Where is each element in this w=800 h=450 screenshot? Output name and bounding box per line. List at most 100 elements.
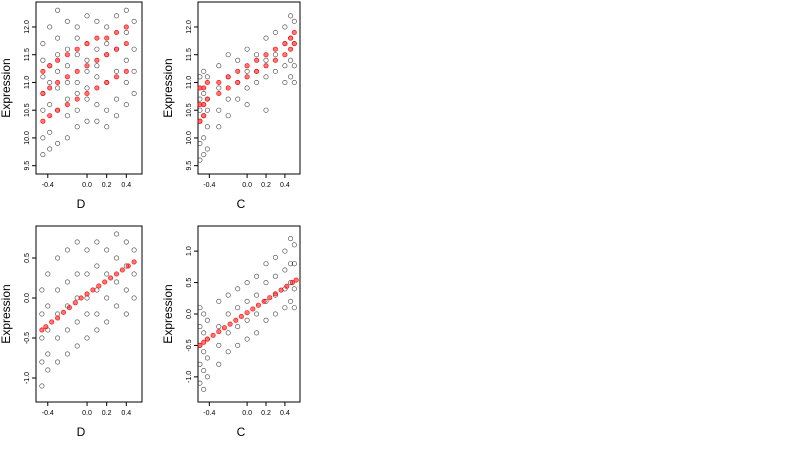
data-point xyxy=(84,57,90,63)
y-tick-label: 11.0 xyxy=(186,76,193,89)
data-point xyxy=(225,292,231,298)
data-point xyxy=(78,295,84,301)
x-tick-label: 0.4 xyxy=(121,182,131,189)
y-tick-label: 10.0 xyxy=(186,131,193,145)
chart-panel-2: -0.4 0.0 0.2 0.4 9.5 10.0 10.5 11.0 11.5 12.0 C Exp… xyxy=(161,1,301,211)
data-point xyxy=(114,68,120,74)
data-point xyxy=(102,279,108,285)
data-point xyxy=(94,263,100,269)
data-point xyxy=(216,80,222,86)
y-axis-label: Expression xyxy=(161,284,175,343)
data-point xyxy=(216,63,222,69)
data-point xyxy=(255,302,261,308)
data-point xyxy=(114,303,120,309)
data-point xyxy=(74,80,80,86)
data-point xyxy=(201,91,207,97)
data-point xyxy=(123,239,129,245)
data-point xyxy=(254,52,260,58)
y-tick-label: -1.0 xyxy=(186,371,193,383)
data-point xyxy=(39,335,45,341)
data-point xyxy=(221,325,227,331)
data-point xyxy=(104,107,110,113)
data-point xyxy=(235,80,241,86)
data-point xyxy=(254,57,260,63)
data-point xyxy=(45,303,51,309)
data-point xyxy=(263,35,269,41)
data-point xyxy=(84,335,90,341)
data-point xyxy=(55,359,61,365)
data-point xyxy=(263,57,269,63)
data-point xyxy=(94,327,100,333)
data-point xyxy=(84,311,90,317)
x-axis-label: D xyxy=(77,197,86,211)
data-point xyxy=(40,68,46,74)
y-tick-label: 10.5 xyxy=(24,103,31,117)
data-point xyxy=(263,74,269,80)
data-point xyxy=(40,74,46,80)
data-point xyxy=(216,124,222,130)
data-point xyxy=(104,41,110,47)
data-point xyxy=(197,74,203,80)
data-point xyxy=(289,280,295,286)
data-point xyxy=(47,80,53,86)
data-point xyxy=(291,29,297,35)
data-point xyxy=(40,118,46,124)
data-point xyxy=(244,280,250,286)
data-point xyxy=(74,343,80,349)
y-tick-label: 10.5 xyxy=(186,103,193,117)
data-point xyxy=(104,271,110,277)
data-point xyxy=(263,261,269,267)
y-tick-label: 12.0 xyxy=(186,20,193,34)
data-point xyxy=(74,52,80,58)
data-point xyxy=(84,96,90,102)
chart-panel-4: -0.4 0.0 0.2 0.4 -1.0 -0.5 0.0 0.5 1.0 C Expressio… xyxy=(161,225,301,439)
data-point xyxy=(123,311,129,317)
data-point xyxy=(233,317,239,323)
data-point xyxy=(72,300,78,306)
data-point xyxy=(291,63,297,69)
data-point xyxy=(244,63,250,69)
data-point xyxy=(225,52,231,58)
data-point xyxy=(225,311,231,317)
data-point xyxy=(244,336,250,342)
x-tick-label: -0.4 xyxy=(203,410,215,417)
y-axis-label: Expression xyxy=(0,58,13,117)
y-tick-label: -1.0 xyxy=(24,372,31,384)
data-point xyxy=(216,324,222,330)
data-point xyxy=(272,68,278,74)
data-point xyxy=(55,35,61,41)
data-point xyxy=(238,313,244,319)
data-point xyxy=(272,311,278,317)
data-point xyxy=(66,305,72,311)
data-point xyxy=(74,24,80,30)
data-point xyxy=(47,24,53,30)
data-point xyxy=(114,271,120,277)
data-point xyxy=(74,239,80,245)
data-point xyxy=(64,46,70,52)
data-point xyxy=(263,52,269,58)
data-point xyxy=(244,102,250,108)
data-point xyxy=(197,118,203,124)
y-tick-label: 0.0 xyxy=(24,293,31,303)
data-point xyxy=(201,152,207,158)
data-point xyxy=(282,41,288,47)
data-point xyxy=(254,68,260,74)
data-point xyxy=(201,330,207,336)
y-tick-label: 11.5 xyxy=(186,48,193,61)
data-point xyxy=(254,292,260,298)
data-point xyxy=(94,46,100,52)
data-point xyxy=(278,287,284,293)
data-point xyxy=(288,236,294,242)
x-axis-label: C xyxy=(237,197,246,211)
data-point xyxy=(197,380,203,386)
data-point xyxy=(90,287,96,293)
data-point xyxy=(55,255,61,261)
data-point xyxy=(40,41,46,47)
data-point xyxy=(201,85,207,91)
data-point xyxy=(201,368,207,374)
data-point xyxy=(225,96,231,102)
data-point xyxy=(254,273,260,279)
data-point xyxy=(94,311,100,317)
x-tick-label: 0.0 xyxy=(242,182,252,189)
data-point xyxy=(204,96,210,102)
